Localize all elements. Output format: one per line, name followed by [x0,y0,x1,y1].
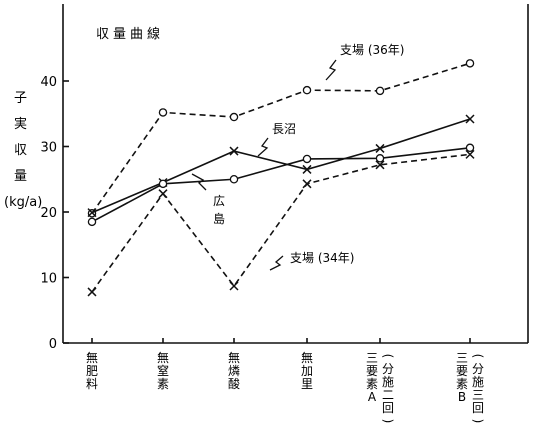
series-line-0 [91,62,471,214]
data-point [375,154,385,163]
data-point [302,154,312,164]
data-point [158,108,168,117]
x-category-char: 無 [301,350,313,365]
x-category-paren-char: 三 [472,388,484,402]
x-category-char: 酸 [228,376,240,391]
series-group [87,59,475,297]
y-label-char: 量 [14,169,27,184]
data-point [465,59,475,68]
x-category-char: 無 [228,350,240,365]
x-category-char: 無 [86,350,98,365]
x-category-char: A [368,390,377,404]
x-category-paren-char: 分 [472,362,484,376]
y-label-char: 実 [14,116,27,132]
data-point [229,112,239,122]
y-tick-label: 20 [40,206,57,221]
data-point [229,281,239,291]
data-point [465,149,475,159]
data-point [302,164,312,174]
data-point [375,143,385,153]
x-category-char: 加 [301,364,313,378]
x-category-char: 里 [301,377,313,391]
annotation-leader [257,137,269,157]
x-category-char: B [458,390,466,404]
x-category-paren-char: 回 [472,401,484,415]
data-point [302,179,312,189]
x-category-char: 料 [86,377,98,391]
data-point [375,86,385,96]
y-tick-label: 30 [40,141,57,156]
x-category-paren-char: 施 [382,375,394,389]
chart-title: 収量曲線 [96,26,164,42]
x-category-char: 素 [157,377,169,391]
series-line-3 [91,153,471,293]
x-category-char: 肥 [86,364,98,378]
x-category-char: 素 [366,377,378,391]
annotation-leader [325,59,337,81]
x-category-paren-char: ) [381,419,395,424]
y-axis-ticks: 0 10 20 30 40 [40,75,69,352]
x-category-paren-char: ) [471,419,485,424]
annotation-label: 長沼 [272,122,296,136]
data-point [87,217,97,227]
annotation-label: 支場 (34年) [290,251,354,265]
annotation-label: 支場 (36年) [340,43,404,57]
x-category-paren-char: 施 [472,375,484,389]
data-point [229,146,239,156]
data-point [158,179,168,189]
data-point [465,114,475,124]
annotation-leader [191,173,207,191]
x-category-paren-char: 二 [382,388,394,402]
x-category-char: 要 [456,364,468,378]
data-point [87,208,97,218]
data-point [302,85,312,95]
x-category-paren-char: ( [471,354,485,359]
y-tick-label: 0 [49,337,57,352]
y-label-char: 子 [14,91,27,106]
x-category-char: 要 [366,364,378,378]
axes [62,4,529,344]
annotation-leader [269,255,284,271]
x-category-char: 無 [157,350,169,365]
annotation-label-char: 広 [213,194,225,208]
series-line-2 [91,147,471,223]
x-category-char: 燐 [228,364,240,378]
series-line-1 [91,118,471,214]
x-category-paren-char: ( [381,354,395,359]
x-category-paren-char: 分 [382,362,394,376]
annotation-label-char: 島 [213,211,225,226]
data-point [465,143,475,153]
data-point [229,174,239,184]
x-category-char: 三 [456,351,468,365]
data-point [87,287,97,297]
x-category-char: 三 [366,351,378,365]
x-category-char: 素 [456,377,468,391]
x-category-paren-char: 回 [382,401,394,415]
data-point [375,160,385,170]
y-tick-label: 10 [40,272,57,287]
y-tick-label: 40 [40,75,57,90]
x-category-char: 窒 [157,363,169,378]
y-axis-unit: (kg/a) [4,195,42,210]
data-point [158,189,168,199]
y-label-char: 収 [14,143,27,158]
